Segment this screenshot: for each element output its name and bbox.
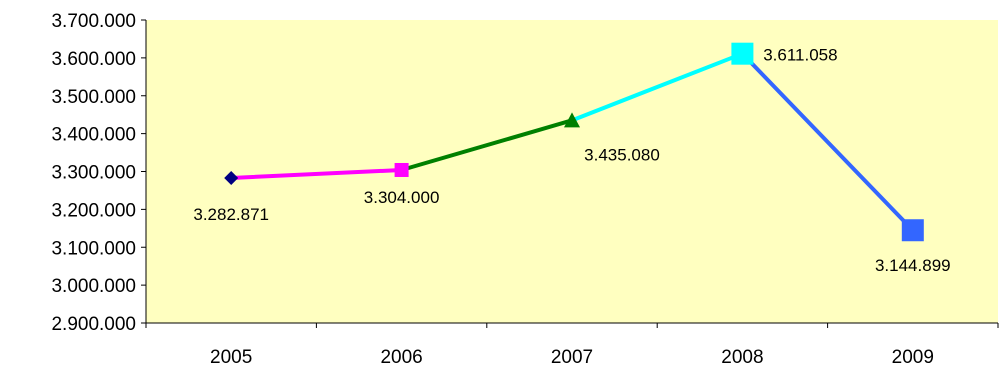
y-tick-label: 3.000.000 (51, 276, 136, 297)
x-tick-label: 2006 (380, 347, 422, 368)
line-segment (399, 118, 574, 172)
plot-area (146, 20, 998, 323)
y-tick-label: 3.600.000 (51, 49, 136, 70)
x-axis: 2005 2006 2007 2008 2009 (145, 322, 999, 368)
data-point-marker (564, 112, 580, 128)
line-segment (229, 167, 404, 180)
data-labels: 3.282.871 3.304.000 3.435.080 3.611.058 3.14… (193, 46, 950, 276)
data-label: 3.144.899 (875, 256, 951, 275)
x-tick-label: 2007 (551, 347, 593, 368)
line-segment (740, 51, 915, 233)
y-tick-label: 3.200.000 (51, 200, 136, 221)
y-tick-label: 3.100.000 (51, 238, 136, 259)
data-label: 3.611.058 (763, 46, 837, 65)
data-label: 3.435.080 (584, 145, 660, 164)
data-point-marker (901, 219, 924, 242)
series-markers (224, 42, 924, 242)
data-point-marker (224, 170, 239, 185)
y-tick-label: 3.400.000 (51, 125, 136, 146)
x-tick-label: 2008 (721, 347, 763, 368)
x-tick-label: 2005 (210, 347, 252, 368)
y-tick-label: 3.300.000 (51, 163, 136, 184)
y-axis: 2.900.000 3.000.000 3.100.000 3.200.000 3.30… (51, 11, 147, 335)
y-tick-label: 3.500.000 (51, 87, 136, 108)
data-label: 3.282.871 (193, 205, 269, 224)
y-tick-label: 2.900.000 (51, 314, 136, 335)
x-tick-label: 2009 (892, 347, 934, 368)
data-label: 3.304.000 (364, 188, 440, 207)
y-tick-label: 3.700.000 (51, 11, 136, 32)
data-point-marker (394, 162, 409, 177)
data-point-marker (731, 42, 754, 65)
line-segment (570, 51, 745, 123)
series-line (229, 51, 915, 233)
